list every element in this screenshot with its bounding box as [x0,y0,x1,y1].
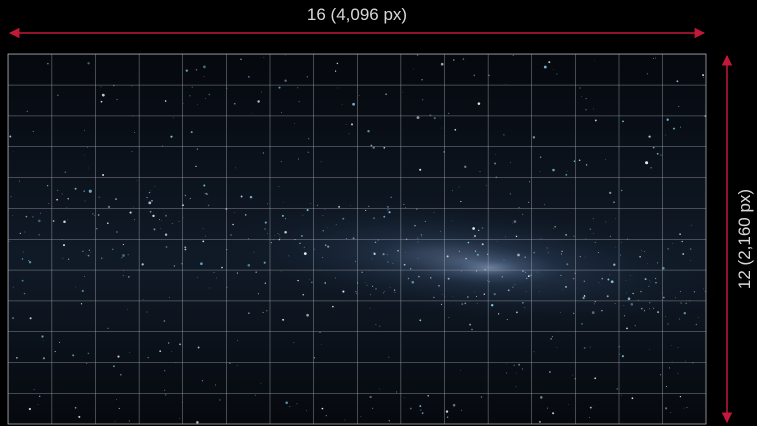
height-label: 12 (2,160 px) [735,189,754,289]
page: {"diagram": {"width_label": "16 (4,096 p… [0,0,757,426]
width-label: 16 (4,096 px) [307,5,407,24]
panel-grid [8,54,706,424]
led-wall-diagram: 16 (4,096 px) 12 (2,160 px) [0,0,757,426]
